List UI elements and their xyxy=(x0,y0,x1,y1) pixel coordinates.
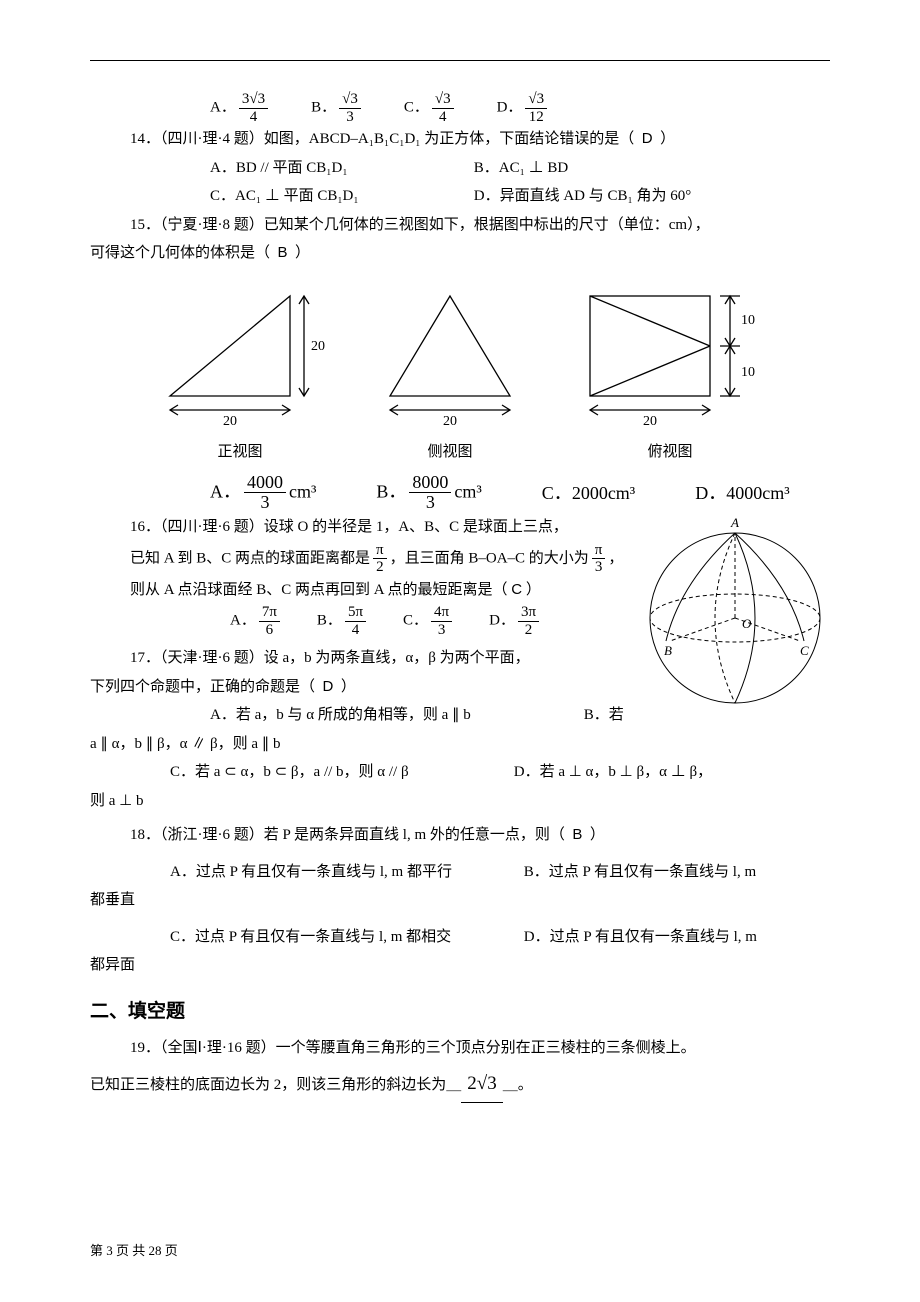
q15-options: A．40003cm³ B．80003cm³ C．2000cm³ D．4000cm… xyxy=(90,473,830,514)
sphere-figure: A O B C xyxy=(640,513,830,724)
q16-options: A．7π6 B．5π4 C．4π3 D．3π2 xyxy=(90,604,630,638)
side-view-label: 侧视图 xyxy=(370,438,530,467)
svg-text:10: 10 xyxy=(741,365,755,380)
q15-stem-2: 可得这个几何体的体积是（ B ） xyxy=(90,239,830,268)
q15-opt-d: D．4000cm³ xyxy=(695,476,789,510)
exam-page: A．3√34 B．√33 C．√34 D．√312 14．（四川·理·4 题）如… xyxy=(0,0,920,1302)
q19-l2: 已知正三棱柱的底面边长为 2，则该三角形的斜边长为＿2√3＿。 xyxy=(90,1066,830,1103)
front-view-label: 正视图 xyxy=(150,438,330,467)
q16-opt-c: C．4π3 xyxy=(403,604,455,638)
q14-stem: 14．（四川·理·4 题）如图，ABCD–A₁B₁C₁D₁ 为正方体，下面结论错… xyxy=(90,125,830,154)
page-footer: 第 3 页 共 28 页 xyxy=(90,1239,178,1264)
svg-text:O: O xyxy=(742,616,752,631)
q13-opt-a: A．3√34 xyxy=(210,91,271,125)
q13-opt-c: C．√34 xyxy=(404,91,457,125)
svg-text:20: 20 xyxy=(643,414,657,428)
q15-stem-1: 15．（宁夏·理·8 题）已知某个几何体的三视图如下，根据图中标出的尺寸（单位：… xyxy=(90,211,830,240)
q16-opt-d: D．3π2 xyxy=(489,604,542,638)
svg-text:20: 20 xyxy=(311,339,325,354)
q18-row2: C．过点 P 有且仅有一条直线与 l, m 都相交 D．过点 P 有且仅有一条直… xyxy=(90,923,830,952)
front-view-svg: 20 20 xyxy=(150,278,330,428)
svg-text:A: A xyxy=(730,515,739,530)
svg-text:B: B xyxy=(664,643,672,658)
q14-opts-row2: C．AC₁ ⊥ 平面 CB₁D₁ D．异面直线 AD 与 CB₁ 角为 60° xyxy=(90,182,830,211)
q18-row1: A．过点 P 有且仅有一条直线与 l, m 都平行 B．过点 P 有且仅有一条直… xyxy=(90,858,830,887)
top-view-label: 俯视图 xyxy=(570,438,770,467)
section-2-heading: 二、填空题 xyxy=(90,994,830,1030)
side-view: 20 侧视图 xyxy=(370,278,530,467)
q14-opts-row1: A．BD // 平面 CB₁D₁ B．AC₁ ⊥ BD xyxy=(90,154,830,183)
top-rule xyxy=(90,60,830,61)
q19-l1: 19．（全国Ⅰ·理·16 题）一个等腰直角三角形的三个顶点分别在正三棱柱的三条侧… xyxy=(90,1034,830,1063)
svg-text:20: 20 xyxy=(223,414,237,428)
q17-row2: C．若 a ⊂ α，b ⊂ β，a // b，则 α // β D．若 a ⊥ … xyxy=(90,758,830,787)
q17-optd-tail: 则 a ⊥ b xyxy=(90,787,830,816)
q18-stem: 18．（浙江·理·6 题）若 P 是两条异面直线 l, m 外的任意一点，则（ … xyxy=(90,821,830,850)
q15-figures: 20 20 正视图 20 侧视图 xyxy=(90,278,830,467)
q15-opt-b: B．80003cm³ xyxy=(376,473,481,514)
sphere-svg: A O B C xyxy=(640,513,830,713)
svg-text:C: C xyxy=(800,643,809,658)
q13-options: A．3√34 B．√33 C．√34 D．√312 xyxy=(90,91,830,125)
q15-opt-a: A．40003cm³ xyxy=(210,473,316,514)
top-view-svg: 20 10 10 xyxy=(570,278,770,428)
q16-opt-a: A．7π6 xyxy=(230,604,283,638)
q18-tail-b: 都垂直 xyxy=(90,886,830,915)
q13-opt-b: B．√33 xyxy=(311,91,364,125)
q16-opt-b: B．5π4 xyxy=(317,604,369,638)
q13-opt-d: D．√312 xyxy=(497,91,551,125)
q15-opt-c: C．2000cm³ xyxy=(542,476,635,510)
svg-text:10: 10 xyxy=(741,313,755,328)
q17-optb-body: a ∥ α，b ∥ β，α ∥ β，则 a ∥ b xyxy=(90,730,830,759)
top-view: 20 10 10 俯视图 xyxy=(570,278,770,467)
front-view: 20 20 正视图 xyxy=(150,278,330,467)
side-view-svg: 20 xyxy=(370,278,530,428)
svg-text:20: 20 xyxy=(443,414,457,428)
q18-tail-d: 都异面 xyxy=(90,951,830,980)
